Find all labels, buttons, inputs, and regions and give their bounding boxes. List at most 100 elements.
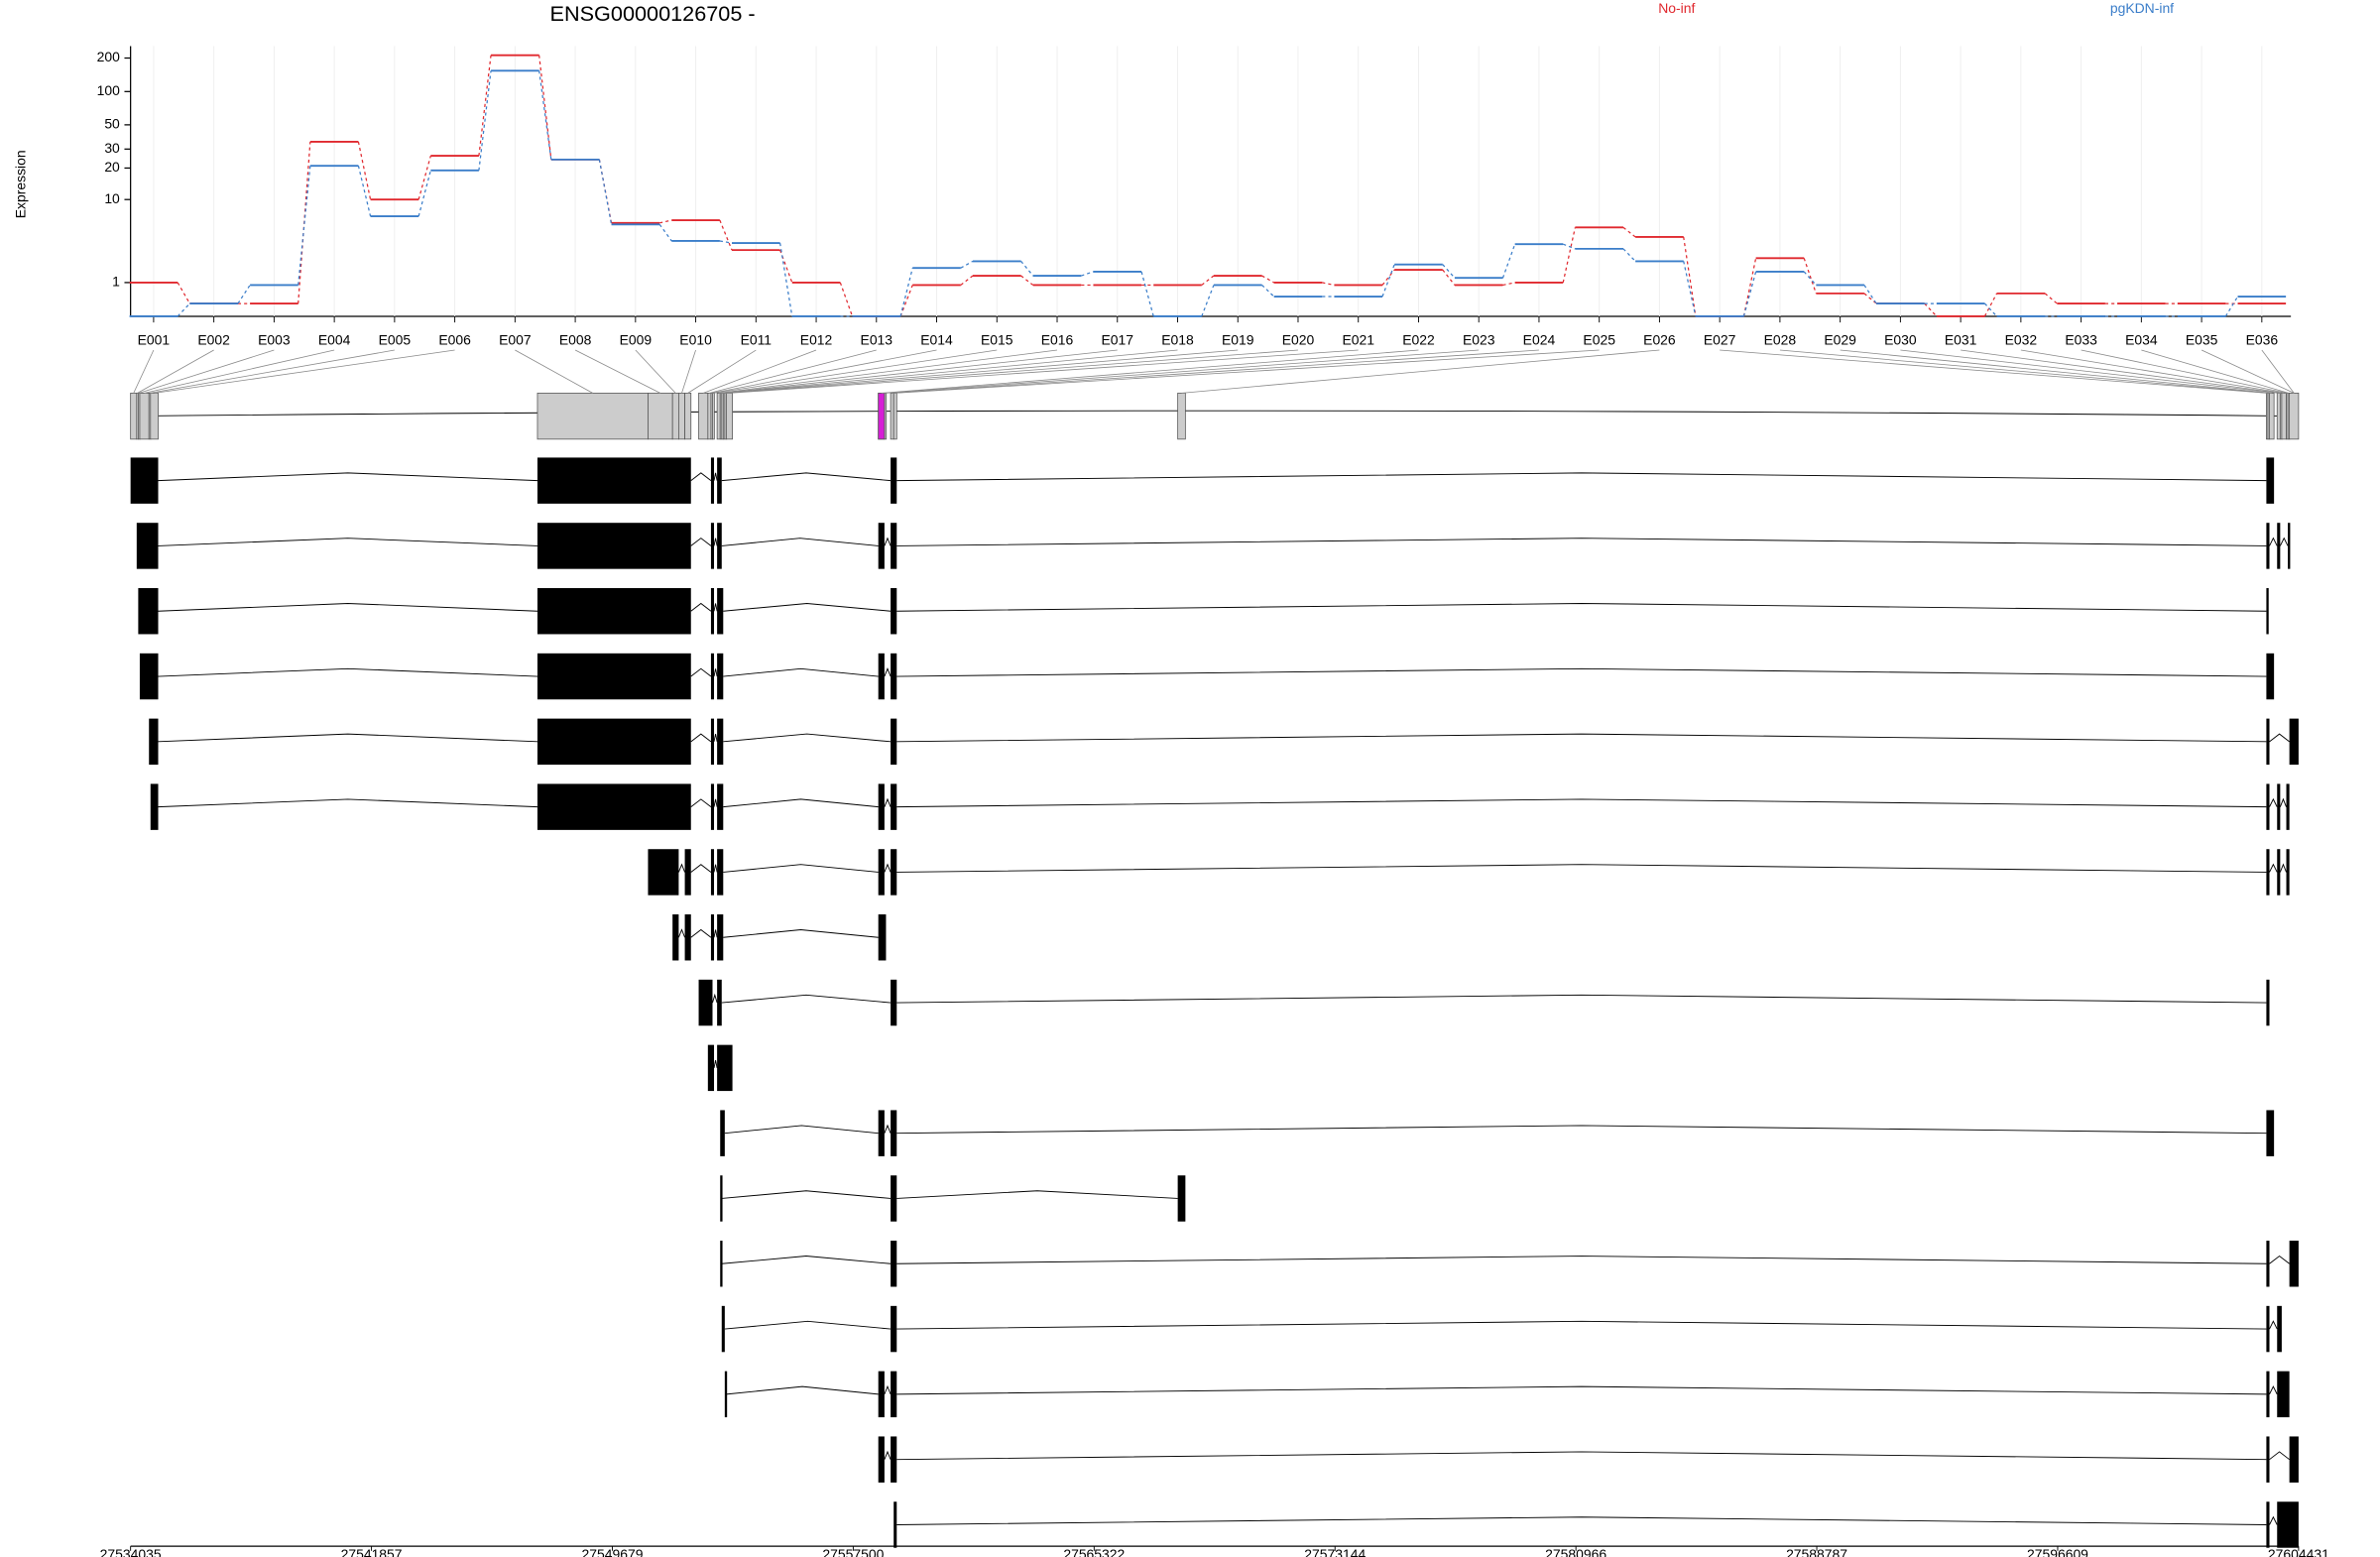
exon <box>2286 849 2290 896</box>
step-connector <box>2224 296 2239 317</box>
exon <box>878 653 885 700</box>
exon <box>710 849 715 896</box>
intron <box>713 603 718 612</box>
y-tick-label: 100 <box>97 82 120 98</box>
bin-connector <box>881 349 1419 394</box>
intron <box>677 928 686 938</box>
exon <box>891 783 897 830</box>
exon <box>891 979 897 1026</box>
intron <box>158 798 537 808</box>
intron <box>158 472 537 482</box>
step-connector <box>1442 269 1456 286</box>
intron <box>2269 863 2278 873</box>
x-tick-label: E030 <box>1884 331 1917 347</box>
exon <box>684 914 691 961</box>
step-connector <box>357 166 372 217</box>
step-connector <box>658 219 672 224</box>
x-tick-label: E020 <box>1282 331 1315 347</box>
step-connector <box>538 70 552 160</box>
exon <box>2266 588 2269 635</box>
intron <box>713 929 718 938</box>
x-tick-label: E008 <box>559 331 592 347</box>
intron <box>2269 1515 2278 1525</box>
bin-connector <box>1779 349 2269 394</box>
bin-connector <box>725 349 1299 394</box>
x-tick-label: E033 <box>2065 331 2097 347</box>
exon <box>891 1241 897 1287</box>
exon <box>717 979 722 1026</box>
x-tick-label: E015 <box>981 331 1013 347</box>
exon <box>2266 1371 2270 1418</box>
step-connector <box>478 55 492 157</box>
genome-tick-label: 27604431 <box>2268 1546 2329 1557</box>
step-connector <box>1140 271 1154 317</box>
step-connector <box>658 223 672 242</box>
x-tick-label: E001 <box>138 331 171 347</box>
exon <box>1177 1175 1186 1222</box>
bin-connector <box>133 349 155 394</box>
exon <box>536 588 691 635</box>
genome-tick-label: 27580966 <box>1545 1546 1606 1557</box>
bin-connector <box>687 349 757 394</box>
exon <box>2266 457 2275 504</box>
x-tick-label: E027 <box>1704 331 1736 347</box>
exon <box>536 523 691 569</box>
intron <box>2269 1255 2290 1264</box>
bin-connector <box>703 349 817 394</box>
intron <box>896 994 2267 1004</box>
intron <box>896 864 2267 873</box>
intron <box>713 864 718 873</box>
x-tick-label: E017 <box>1101 331 1133 347</box>
exon-bin <box>684 392 692 440</box>
exon <box>891 1110 897 1156</box>
legend-label: No-inf <box>1658 0 1695 16</box>
x-tick-label: E021 <box>1342 331 1374 347</box>
intron <box>721 472 892 482</box>
exon <box>891 588 897 635</box>
bin-connector <box>2261 349 2295 394</box>
exon <box>2266 1501 2270 1548</box>
bin-connector <box>722 349 1178 394</box>
intron <box>896 538 2267 546</box>
bin-connector <box>635 349 676 394</box>
exon <box>2266 718 2270 766</box>
intron <box>896 472 2267 482</box>
exon <box>139 653 159 700</box>
step-connector <box>1924 302 1938 317</box>
exon <box>2266 653 2275 700</box>
intron <box>690 602 712 612</box>
exon <box>878 914 887 961</box>
intron <box>723 929 879 938</box>
x-tick-label: E028 <box>1764 331 1797 347</box>
step-connector <box>538 55 552 160</box>
exon <box>2277 783 2281 830</box>
step-connector <box>1983 302 1998 317</box>
bin-connector <box>1840 349 2272 394</box>
x-tick-label: E014 <box>920 331 953 347</box>
intron <box>2269 797 2278 807</box>
step-connector <box>1261 284 1275 298</box>
exon <box>720 1110 725 1156</box>
exon <box>717 914 724 961</box>
intron <box>2269 1320 2278 1330</box>
step-connector <box>417 155 431 200</box>
exon <box>710 914 715 961</box>
exon <box>536 783 691 830</box>
bin-connector <box>137 349 214 394</box>
exon-bin <box>716 392 721 440</box>
x-tick-label: E005 <box>379 331 412 347</box>
step-connector <box>1381 269 1395 286</box>
x-tick-label: E019 <box>1222 331 1254 347</box>
exon <box>2288 523 2291 569</box>
exon <box>720 1241 723 1287</box>
intron <box>713 1060 718 1068</box>
genome-tick-label: 27573144 <box>1304 1546 1366 1557</box>
step-connector <box>598 159 613 225</box>
x-tick-label: E009 <box>620 331 653 347</box>
x-tick-label: E006 <box>438 331 471 347</box>
bin-connector <box>729 349 1359 394</box>
x-tick-label: E026 <box>1643 331 1676 347</box>
exon <box>2266 1241 2270 1287</box>
